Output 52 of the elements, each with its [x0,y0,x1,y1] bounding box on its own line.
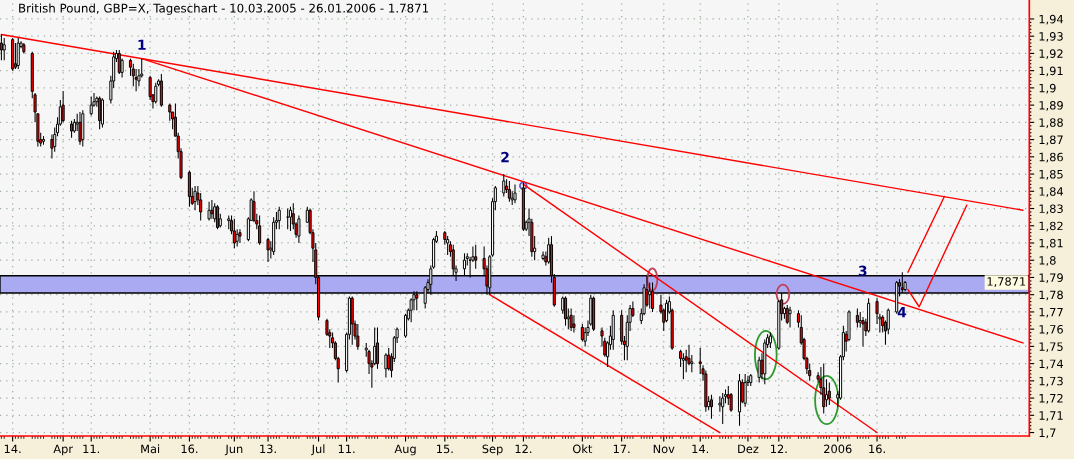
x-tick-label: Jun [224,444,243,456]
x-tick-label: Sep [482,444,503,456]
x-tick-label: 13. [260,444,276,454]
x-tick-label: 12. [515,444,532,453]
y-tick-label: 1,89 [1039,101,1063,111]
y-tick-label: 1,73 [1039,376,1063,387]
y-tick-label: 1,8 [1039,256,1056,266]
x-tick-label: 17. [613,444,630,453]
annotation: 4 [897,307,907,318]
x-tick-label: 12. [771,444,787,453]
y-tick-label: 1,81 [1039,238,1063,249]
x-tick-label: 11. [83,444,100,453]
y-tick-label: 1,85 [1039,169,1063,180]
y-tick-label: 1,93 [1039,32,1063,42]
y-tick-label: 1,74 [1039,359,1064,370]
y-tick-label: 1,83 [1039,204,1063,215]
x-tick-label: 15. [437,444,453,454]
y-tick-label: 1,84 [1039,187,1064,197]
y-tick-label: 1,76 [1039,325,1063,335]
x-tick-label: 14. [4,444,21,453]
x-tick-label: Jul [311,444,325,456]
x-tick-label: 2006 [824,444,852,454]
y-tick-label: 1,7 [1039,428,1056,439]
x-tick-label: Dez [738,444,759,454]
y-tick-label: 1,75 [1039,342,1063,353]
y-tick-label: 1,77 [1039,307,1063,318]
y-tick-label: 1,71 [1039,411,1063,421]
y-tick-label: 1,78 [1039,290,1063,301]
x-tick-label: Aug [394,444,416,456]
x-tick-label: 14. [692,444,709,453]
x-tick-label: 16. [869,444,885,454]
annotation: 1,7871 [987,277,1026,287]
y-tick-label: 1,92 [1039,49,1063,60]
y-tick-label: 1,79 [1039,273,1063,284]
y-tick-label: 1,94 [1039,14,1064,25]
y-tick-label: 1,91 [1039,66,1063,77]
x-tick-label: Mai [141,444,160,454]
y-tick-label: 1,9 [1039,83,1056,94]
y-tick-label: 1,87 [1039,135,1063,146]
annotation: 3 [858,265,867,277]
x-tick-label: 11. [338,444,355,453]
y-tick-label: 1,72 [1039,393,1063,404]
x-tick-label: Apr [53,444,73,456]
y-tick-label: 1,88 [1039,118,1063,129]
x-tick-label: 16. [181,444,198,454]
y-tick-label: 1,86 [1039,152,1063,163]
x-tick-label: Okt [572,444,593,454]
chart-title: British Pound, GBP=X, Tageschart - 10.03.2005 - 26.01.2006 - 1.7871 [19,3,429,15]
annotation: 2 [501,151,509,163]
y-tick-label: 1,82 [1039,221,1063,232]
annotation: 1 [138,39,146,50]
x-tick-label: Nov [653,444,675,454]
